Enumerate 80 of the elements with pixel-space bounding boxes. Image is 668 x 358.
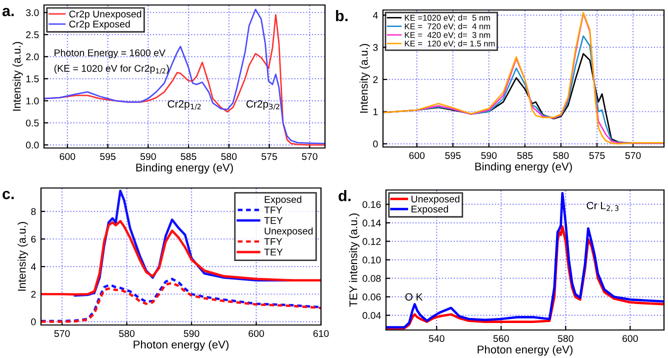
x-tick-label: 600 xyxy=(248,330,264,337)
x-tick-label: 590 xyxy=(140,153,156,160)
chart-title: a. xyxy=(2,8,14,16)
x-tick-label: 585 xyxy=(517,152,533,159)
y-tick-label: 3.0 xyxy=(26,9,39,16)
x-tick-label: 570 xyxy=(54,330,70,337)
chart-title: b. xyxy=(336,10,348,22)
x-axis-title: Photon energy (eV) xyxy=(478,345,572,356)
y-tick-label: 2.0 xyxy=(26,53,39,60)
legend-label: TFY xyxy=(264,206,282,214)
y-tick-label: 0.0 xyxy=(26,142,39,149)
x-tick-label: 580 xyxy=(221,153,237,160)
y-tick-label: 0.08 xyxy=(362,275,381,282)
y-tick-label: 0.14 xyxy=(362,220,381,226)
x-tick-label: 610 xyxy=(313,330,329,337)
y-tick-label: 0.04 xyxy=(362,312,381,319)
x-tick-label: 580 xyxy=(553,152,569,159)
x-tick-label: 570 xyxy=(302,153,318,160)
x-tick-label: 600 xyxy=(60,153,76,160)
x-axis-title: Photon energy (eV) xyxy=(134,340,228,351)
legend-label: TEY xyxy=(264,217,283,224)
y-axis-title: Intensity (a.u.) xyxy=(12,42,23,111)
chart-title: c. xyxy=(2,190,14,200)
annotation: Cr2p$_{3/2}$ xyxy=(246,100,280,110)
x-tick-label: 560 xyxy=(493,335,509,342)
y-tick-label: 0.12 xyxy=(362,238,381,245)
x-tick-label: 580 xyxy=(119,330,135,337)
legend-label: KE = 420 eV; d= 3 nm xyxy=(404,32,490,39)
line-series xyxy=(386,192,664,328)
annotation: O K xyxy=(405,293,423,301)
x-tick-label: 575 xyxy=(589,152,605,159)
legend-label: Cr2p Unexposed xyxy=(69,10,142,20)
x-tick-label: 600 xyxy=(409,152,425,159)
y-tick-label: 0 xyxy=(373,140,378,148)
y-tick-label: 1.5 xyxy=(26,76,39,82)
y-axis-title: TEY intensity (a.u.) xyxy=(349,214,360,307)
x-axis-title: Binding energy (eV) xyxy=(136,163,233,174)
y-axis-title: Intensity (a.u.) xyxy=(18,222,28,291)
annotation: (KE = 1020 eV for Cr2p$_{1/2}$) xyxy=(54,64,169,74)
y-tick-label: 0.06 xyxy=(362,294,381,300)
y-tick-label: 0 xyxy=(31,318,36,326)
y-tick-label: 4 xyxy=(30,263,36,270)
legend-label: TEY xyxy=(264,248,283,256)
annotation: Cr2p$_{1/2}$ xyxy=(168,100,201,110)
y-tick-label: 2.5 xyxy=(26,31,39,38)
x-tick-label: 595 xyxy=(100,153,116,160)
chart-title: d. xyxy=(338,190,351,202)
y-tick-label: 6 xyxy=(31,236,36,243)
x-tick-label: 575 xyxy=(262,153,277,160)
legend-label: KE = 120 eV; d= 1.5 nm xyxy=(404,40,495,48)
legend-label: TFY xyxy=(264,238,282,245)
y-tick-label: 3 xyxy=(373,44,378,51)
y-tick-label: 0.10 xyxy=(362,256,381,264)
y-tick-label: 1.0 xyxy=(26,98,39,104)
y-tick-label: 0.5 xyxy=(26,120,39,126)
y-axis-title: Intensity (a.u.) xyxy=(360,44,370,113)
legend-label: Cr2p Exposed xyxy=(69,20,130,30)
y-tick-label: 2 xyxy=(31,290,36,298)
x-tick-label: 585 xyxy=(180,153,196,160)
x-tick-label: 590 xyxy=(481,152,497,159)
y-tick-label: 4 xyxy=(372,12,378,19)
annotation: Exposed xyxy=(264,196,302,205)
x-tick-label: 595 xyxy=(445,152,461,159)
legend-label: Unexposed xyxy=(412,195,460,204)
x-tick-label: 570 xyxy=(625,152,641,159)
annotation: Cr L$_{2,3}$ xyxy=(586,202,618,212)
annotation: Photon Energy = 1600 eV xyxy=(54,49,166,58)
y-tick-label: 8 xyxy=(31,208,36,216)
x-tick-label: 540 xyxy=(428,335,444,342)
x-tick-label: 600 xyxy=(622,335,638,342)
y-tick-label: 1 xyxy=(373,108,378,116)
y-tick-label: 2 xyxy=(373,76,378,83)
legend-label: KE =1020 eV; d= 5 nm xyxy=(404,14,490,22)
x-axis-title: Binding energy (eV) xyxy=(475,162,572,173)
x-tick-label: 590 xyxy=(184,330,200,337)
legend-label: KE = 720 eV; d= 4 nm xyxy=(404,23,490,30)
annotation: Unexposed xyxy=(264,227,313,236)
y-tick-label: 0.16 xyxy=(362,201,381,208)
x-tick-label: 580 xyxy=(558,335,574,342)
legend-label: Exposed xyxy=(412,205,448,214)
